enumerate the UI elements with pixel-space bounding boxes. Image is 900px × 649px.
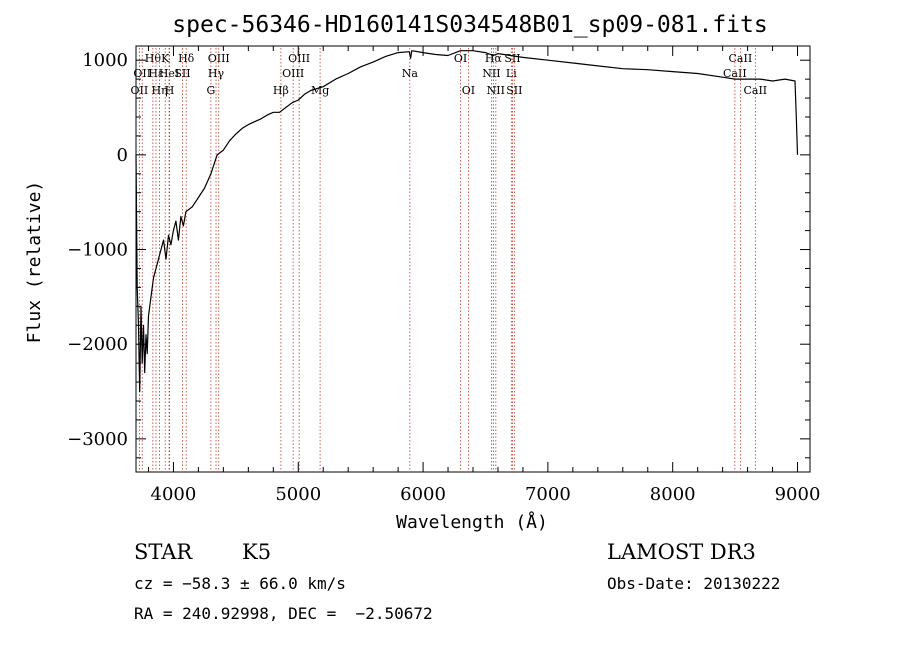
object-subclass: K5 (242, 540, 272, 564)
line-marker-label: CaII (723, 67, 747, 80)
line-marker-label: OI (462, 84, 475, 97)
x-tick-label: 8000 (650, 484, 696, 505)
line-marker-label: Hβ (273, 84, 289, 97)
survey-name: LAMOST DR3 (607, 540, 756, 564)
line-marker-label: Hε (148, 67, 164, 80)
coordinates: RA = 240.92998, DEC = −2.50672 (134, 604, 433, 623)
line-marker-label: Hδ (178, 52, 195, 65)
y-axis-label: Flux (relative) (24, 181, 45, 344)
line-marker-label: Mg (311, 84, 329, 97)
line-marker-label: CaII (729, 52, 753, 65)
x-tick-label: 6000 (400, 484, 446, 505)
line-marker-label: Hγ (208, 67, 225, 80)
y-tick-label: −3000 (67, 429, 128, 450)
x-tick-label: 7000 (525, 484, 571, 505)
line-marker-label: OIII (288, 52, 310, 65)
line-marker-label: OIII (282, 67, 304, 80)
line-marker-label: Li (506, 67, 517, 80)
line-marker-label: OII (133, 67, 151, 80)
axis-ticks: 4000 5000 6000 7000 8000 9000 −3000 −2000 −1000 0… (67, 46, 820, 505)
line-marker-label: K (161, 52, 170, 65)
redshift-text: cz = −58.3 ± 66.0 km/s (134, 574, 346, 593)
line-marker-label: Hα (485, 52, 503, 65)
line-marker-label: H (165, 84, 175, 97)
y-tick-label: −1000 (67, 240, 128, 261)
line-marker-label: NII (482, 67, 500, 80)
y-tick-label: −2000 (67, 334, 128, 355)
line-marker-label: Na (402, 67, 419, 80)
spectrum-line (135, 50, 799, 393)
line-marker-label: SII (174, 67, 190, 80)
line-marker-label: SII (504, 52, 520, 65)
line-marker-label: OII (131, 84, 149, 97)
x-axis-label: Wavelength (Å) (396, 511, 548, 533)
line-marker-label: SII (506, 84, 522, 97)
x-tick-label: 5000 (275, 484, 321, 505)
line-marker-label: Hθ (145, 52, 162, 65)
line-marker-label: OIII (208, 52, 230, 65)
y-tick-label: 0 (117, 145, 128, 166)
line-marker-label: OI (454, 52, 467, 65)
x-tick-label: 9000 (775, 484, 821, 505)
plot-frame (135, 45, 811, 473)
y-tick-label: 1000 (82, 50, 128, 71)
object-class: STAR (134, 540, 193, 564)
chart-title: spec-56346-HD160141S034548B01_sp09-081.f… (172, 12, 767, 38)
line-markers: OII OII Hθ Hε Hη K HeI H SII Hδ G Hγ OIII Hβ OIII OIII M… (131, 48, 767, 472)
line-marker-label: NII (487, 84, 505, 97)
line-marker-label: HeI (159, 67, 179, 80)
line-marker-label: G (206, 84, 215, 97)
x-tick-label: 4000 (151, 484, 197, 505)
line-marker-label: CaII (743, 84, 767, 97)
obs-date: Obs-Date: 20130222 (607, 574, 781, 593)
line-marker-label: Hη (151, 84, 167, 97)
